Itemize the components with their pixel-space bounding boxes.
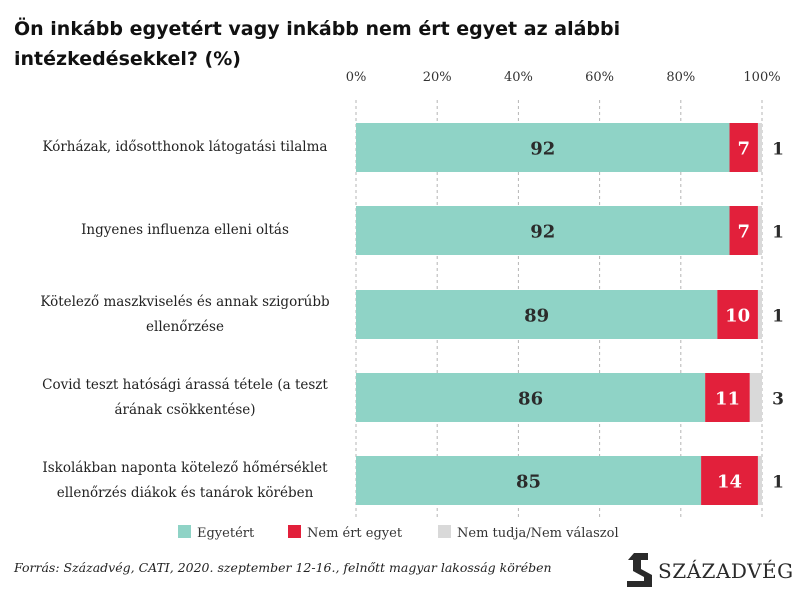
bar-dont-know (757, 456, 762, 505)
legend-swatch-agree (178, 525, 191, 538)
bar-disagree (729, 123, 758, 172)
bar-disagree (717, 290, 758, 339)
x-tick-label: 100% (743, 70, 780, 85)
logo-mark-icon (627, 553, 652, 587)
bars (356, 123, 762, 505)
bar-value-label: 1 (772, 307, 784, 327)
bar-value-label: 1 (772, 223, 784, 243)
bar-dont-know (757, 206, 762, 255)
bar-disagree (701, 456, 758, 505)
category-label: Kötelező maszkviselés és annak szigorúbb (40, 293, 330, 310)
bar-agree (356, 290, 718, 339)
szazadveg-logo: SZÁZADVÉG (624, 549, 794, 589)
bar-value-label: 86 (518, 389, 543, 410)
bar-agree (356, 373, 706, 422)
bar-value-label: 89 (524, 306, 549, 327)
bar-agree (356, 123, 730, 172)
category-label: Ingyenes influenza elleni oltás (81, 222, 289, 238)
x-tick-label: 80% (666, 70, 695, 85)
category-label: Iskolákban naponta kötelező hőmérséklet (42, 459, 328, 476)
bar-disagree (705, 373, 750, 422)
bar-value-label: 92 (530, 139, 555, 160)
bar-value-label: 7 (737, 222, 750, 243)
bar-agree (356, 206, 730, 255)
x-tick-label: 20% (423, 70, 452, 85)
bar-value-label: 11 (715, 389, 740, 410)
category-label: ellenőrzése (146, 318, 224, 335)
category-label: Kórházak, idősotthonok látogatási tilalm… (42, 139, 328, 155)
x-axis-ticks: 0% 20% 40% 60% 80% 100% (346, 70, 781, 85)
bar-dont-know (749, 373, 762, 422)
bar-value-label: 3 (772, 390, 784, 410)
logo-text: SZÁZADVÉG (658, 559, 794, 583)
legend-label-disagree: Nem ért egyet (307, 526, 403, 541)
chart-title: Ön inkább egyetért vagy inkább nem ért e… (14, 18, 621, 70)
legend-item-disagree: Nem ért egyet (288, 525, 402, 541)
category-label: árának csökkentése) (114, 401, 256, 418)
bar-value-label: 92 (530, 222, 555, 243)
category-label: Covid teszt hatósági árassá tétele (a te… (42, 376, 328, 393)
category-label: ellenőrzés diákok és tanárok körében (56, 484, 314, 501)
bar-disagree (729, 206, 758, 255)
bar-value-label: 10 (725, 306, 750, 327)
bar-value-label: 1 (772, 140, 784, 160)
bar-agree (356, 456, 702, 505)
legend-label-dont-know: Nem tudja/Nem válaszol (457, 526, 619, 541)
bar-dont-know (757, 290, 762, 339)
bar-value-labels: 92 7 1 92 7 1 89 10 1 86 11 3 85 14 1 (516, 139, 784, 493)
legend-item-agree: Egyetért (178, 525, 254, 541)
legend-label-agree: Egyetért (197, 526, 255, 541)
bar-value-label: 7 (737, 139, 750, 160)
bar-value-label: 1 (772, 473, 784, 493)
x-tick-label: 40% (504, 70, 533, 85)
source-note: Forrás: Századvég, CATI, 2020. szeptembe… (14, 560, 552, 575)
bar-value-label: 14 (717, 472, 742, 493)
bar-value-label: 85 (516, 472, 541, 493)
legend-swatch-disagree (288, 525, 301, 538)
x-tick-label: 0% (346, 70, 367, 85)
x-tick-label: 60% (585, 70, 614, 85)
legend-swatch-dont-know (438, 525, 451, 538)
bar-dont-know (757, 123, 762, 172)
legend-item-dont-know: Nem tudja/Nem válaszol (438, 525, 619, 541)
